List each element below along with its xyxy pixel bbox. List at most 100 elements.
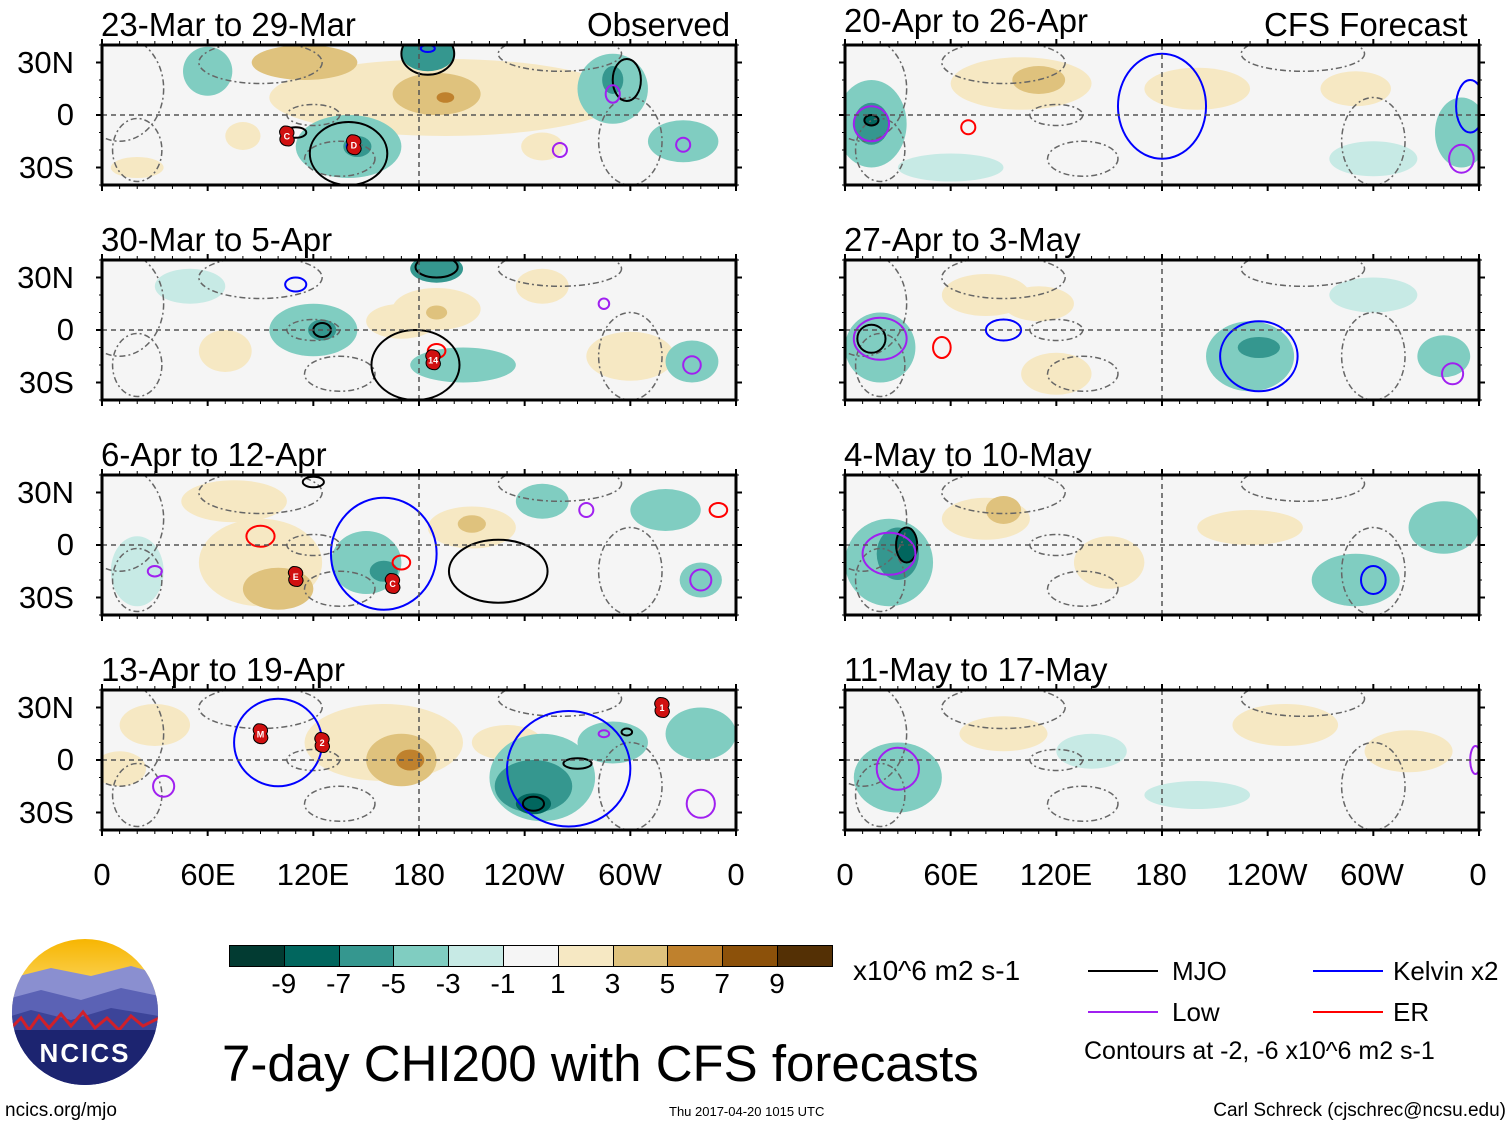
anomaly-region	[1073, 536, 1145, 589]
lon-tick-label: 0	[1469, 857, 1487, 892]
low-contour	[604, 84, 621, 104]
coastline	[845, 475, 908, 572]
anomaly-region	[494, 760, 573, 813]
map-panel	[839, 39, 1485, 191]
storm-label: E	[293, 572, 299, 582]
anomaly-region	[647, 120, 719, 163]
storm-label: M	[257, 729, 265, 739]
colorbar-tick-label: 5	[659, 968, 676, 999]
low-contour	[689, 568, 713, 592]
lon-tick-label: 120E	[1019, 857, 1093, 892]
colorbar-tick-label: 1	[550, 968, 566, 999]
lat-tick-label: 0	[56, 742, 74, 777]
coastline	[941, 690, 1066, 730]
coastline	[941, 260, 1066, 300]
anomaly-region	[1364, 730, 1453, 773]
kelvin-contour	[419, 45, 436, 53]
colorbar-tick-label: -7	[326, 968, 352, 999]
coastline	[102, 260, 165, 357]
anomaly-region	[436, 92, 455, 103]
anomaly-region	[225, 122, 261, 150]
mjo-contour	[447, 538, 549, 604]
panel-title: 20-Apr to 26-Apr	[844, 2, 1088, 39]
coastline	[845, 690, 908, 787]
kelvin-contour	[984, 318, 1023, 342]
anomaly-region	[1056, 733, 1127, 769]
anomaly-region	[110, 536, 164, 607]
colorbar-tick-label: -5	[380, 968, 406, 999]
colorbar-units: x10^6 m2 s-1	[853, 955, 1021, 986]
coastline	[303, 140, 376, 177]
mjo-contour	[863, 114, 880, 127]
lon-tick-label: 60E	[180, 857, 236, 892]
anomaly-region	[896, 527, 918, 563]
mjo-contour	[308, 121, 389, 185]
lon-tick-label: 0	[727, 857, 745, 892]
mjo-contour	[301, 475, 325, 489]
low-contour	[551, 142, 568, 158]
anomaly-region	[426, 305, 448, 320]
er-contour	[960, 119, 977, 136]
coastline	[111, 762, 163, 828]
storm-label: D	[351, 140, 358, 150]
mjo-contour	[521, 795, 546, 812]
kelvin-contour	[1219, 320, 1299, 393]
lat-tick-label: 30S	[18, 579, 74, 615]
anomaly-region	[1232, 704, 1339, 746]
ncics-logo: NCICS	[11, 938, 159, 1086]
low-contour	[578, 502, 595, 518]
storm-icon: M	[252, 723, 269, 745]
cfs-forecast-label: CFS Forecast	[1264, 6, 1468, 43]
anomaly-region	[110, 157, 164, 178]
colorbar-tick-label: 9	[769, 968, 785, 999]
colorbar-swatch	[449, 946, 504, 966]
colorbar-swatch	[668, 946, 724, 966]
low-contour	[1448, 143, 1475, 174]
coastline	[497, 260, 623, 287]
panel-title: 30-Mar to 5-Apr	[101, 221, 333, 258]
anomaly-region	[1237, 337, 1280, 358]
storm-icon: 1	[654, 696, 670, 719]
coastline	[854, 762, 906, 828]
coastline	[1046, 570, 1119, 607]
observed-label: Observed	[587, 6, 731, 43]
mjo-contour	[856, 323, 887, 354]
low-contour	[861, 531, 917, 576]
low-contour	[685, 788, 716, 819]
coastline	[597, 311, 663, 400]
mjo-contour	[414, 260, 459, 279]
lat-tick-label: 30N	[17, 259, 74, 295]
coastline	[303, 785, 376, 822]
storm-icon: 14	[425, 349, 441, 371]
colorbar-swatch	[230, 946, 285, 966]
lat-tick-label: 30N	[17, 689, 74, 725]
anomaly-region	[897, 153, 1004, 182]
anomaly-region	[1144, 781, 1251, 809]
coastline	[303, 570, 376, 607]
colorbar-tick-label: 7	[714, 968, 730, 999]
lon-tick-label: 120E	[276, 857, 350, 892]
storm-icon: C	[279, 125, 295, 147]
anomaly-region	[401, 45, 455, 72]
coastline	[497, 475, 623, 502]
low-contour	[597, 297, 611, 310]
er-contour	[245, 524, 276, 548]
er-contour	[708, 502, 729, 518]
lat-tick-label: 30S	[18, 364, 74, 400]
coastline	[102, 690, 165, 787]
lon-tick-label: 180	[393, 857, 445, 892]
coastline	[597, 741, 663, 830]
panel-title: 11-May to 17-May	[844, 651, 1108, 688]
colorbar-tick-label: -1	[490, 968, 516, 999]
er-contour	[391, 554, 412, 571]
mjo-contour	[370, 329, 461, 400]
footer-url[interactable]: ncics.org/mjo	[5, 1100, 117, 1121]
kelvin-contour	[329, 496, 438, 611]
coastline	[854, 117, 906, 183]
mjo-contour	[620, 727, 634, 737]
coastline	[102, 45, 165, 142]
low-contour	[852, 105, 891, 143]
low-contour	[852, 316, 908, 361]
coastline	[941, 475, 1066, 515]
anomaly-region	[959, 716, 1048, 752]
